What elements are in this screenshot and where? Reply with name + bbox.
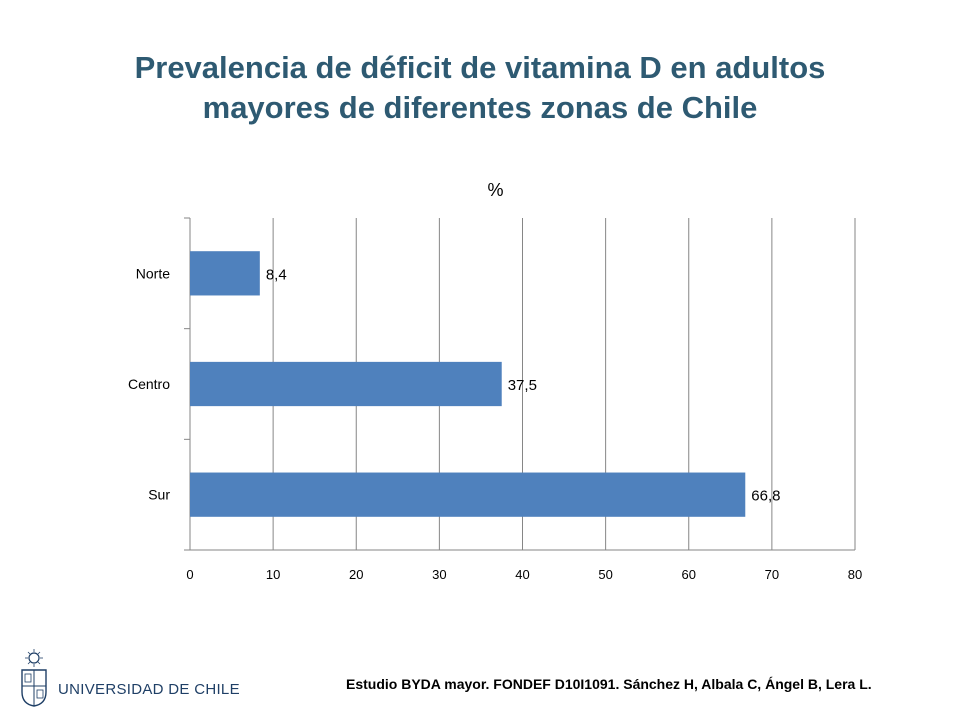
x-tick-label: 60 xyxy=(682,567,696,582)
x-tick-label: 50 xyxy=(598,567,612,582)
university-seal-icon xyxy=(21,649,47,707)
x-tick-label: 70 xyxy=(765,567,779,582)
university-name: UNIVERSIDAD DE CHILE xyxy=(58,681,240,698)
data-label: 37,5 xyxy=(508,377,537,394)
bar xyxy=(190,251,260,296)
category-label: Sur xyxy=(148,487,170,503)
x-tick-label: 40 xyxy=(515,567,529,582)
category-label: Norte xyxy=(136,265,170,281)
data-label: 66,8 xyxy=(751,488,780,505)
x-tick-label: 30 xyxy=(432,567,446,582)
x-tick-label: 80 xyxy=(848,567,862,582)
bar xyxy=(190,361,502,407)
x-tick-label: 10 xyxy=(266,567,280,582)
bar-chart: % 0 10 20 30 40 50 60 70 80 Norte 8,4 Centro 37,5 Sur 6… xyxy=(128,180,862,582)
slide-title: Prevalencia de déficit de vitamina D en … xyxy=(134,50,826,125)
x-tick-label: 20 xyxy=(349,567,363,582)
source-note: Estudio BYDA mayor. FONDEF D10I1091. Sán… xyxy=(346,676,872,692)
category-label: Centro xyxy=(128,376,170,392)
data-label: 8,4 xyxy=(266,266,287,283)
chart-title: % xyxy=(487,180,503,200)
bar xyxy=(190,472,746,517)
x-tick-label: 0 xyxy=(186,567,193,582)
